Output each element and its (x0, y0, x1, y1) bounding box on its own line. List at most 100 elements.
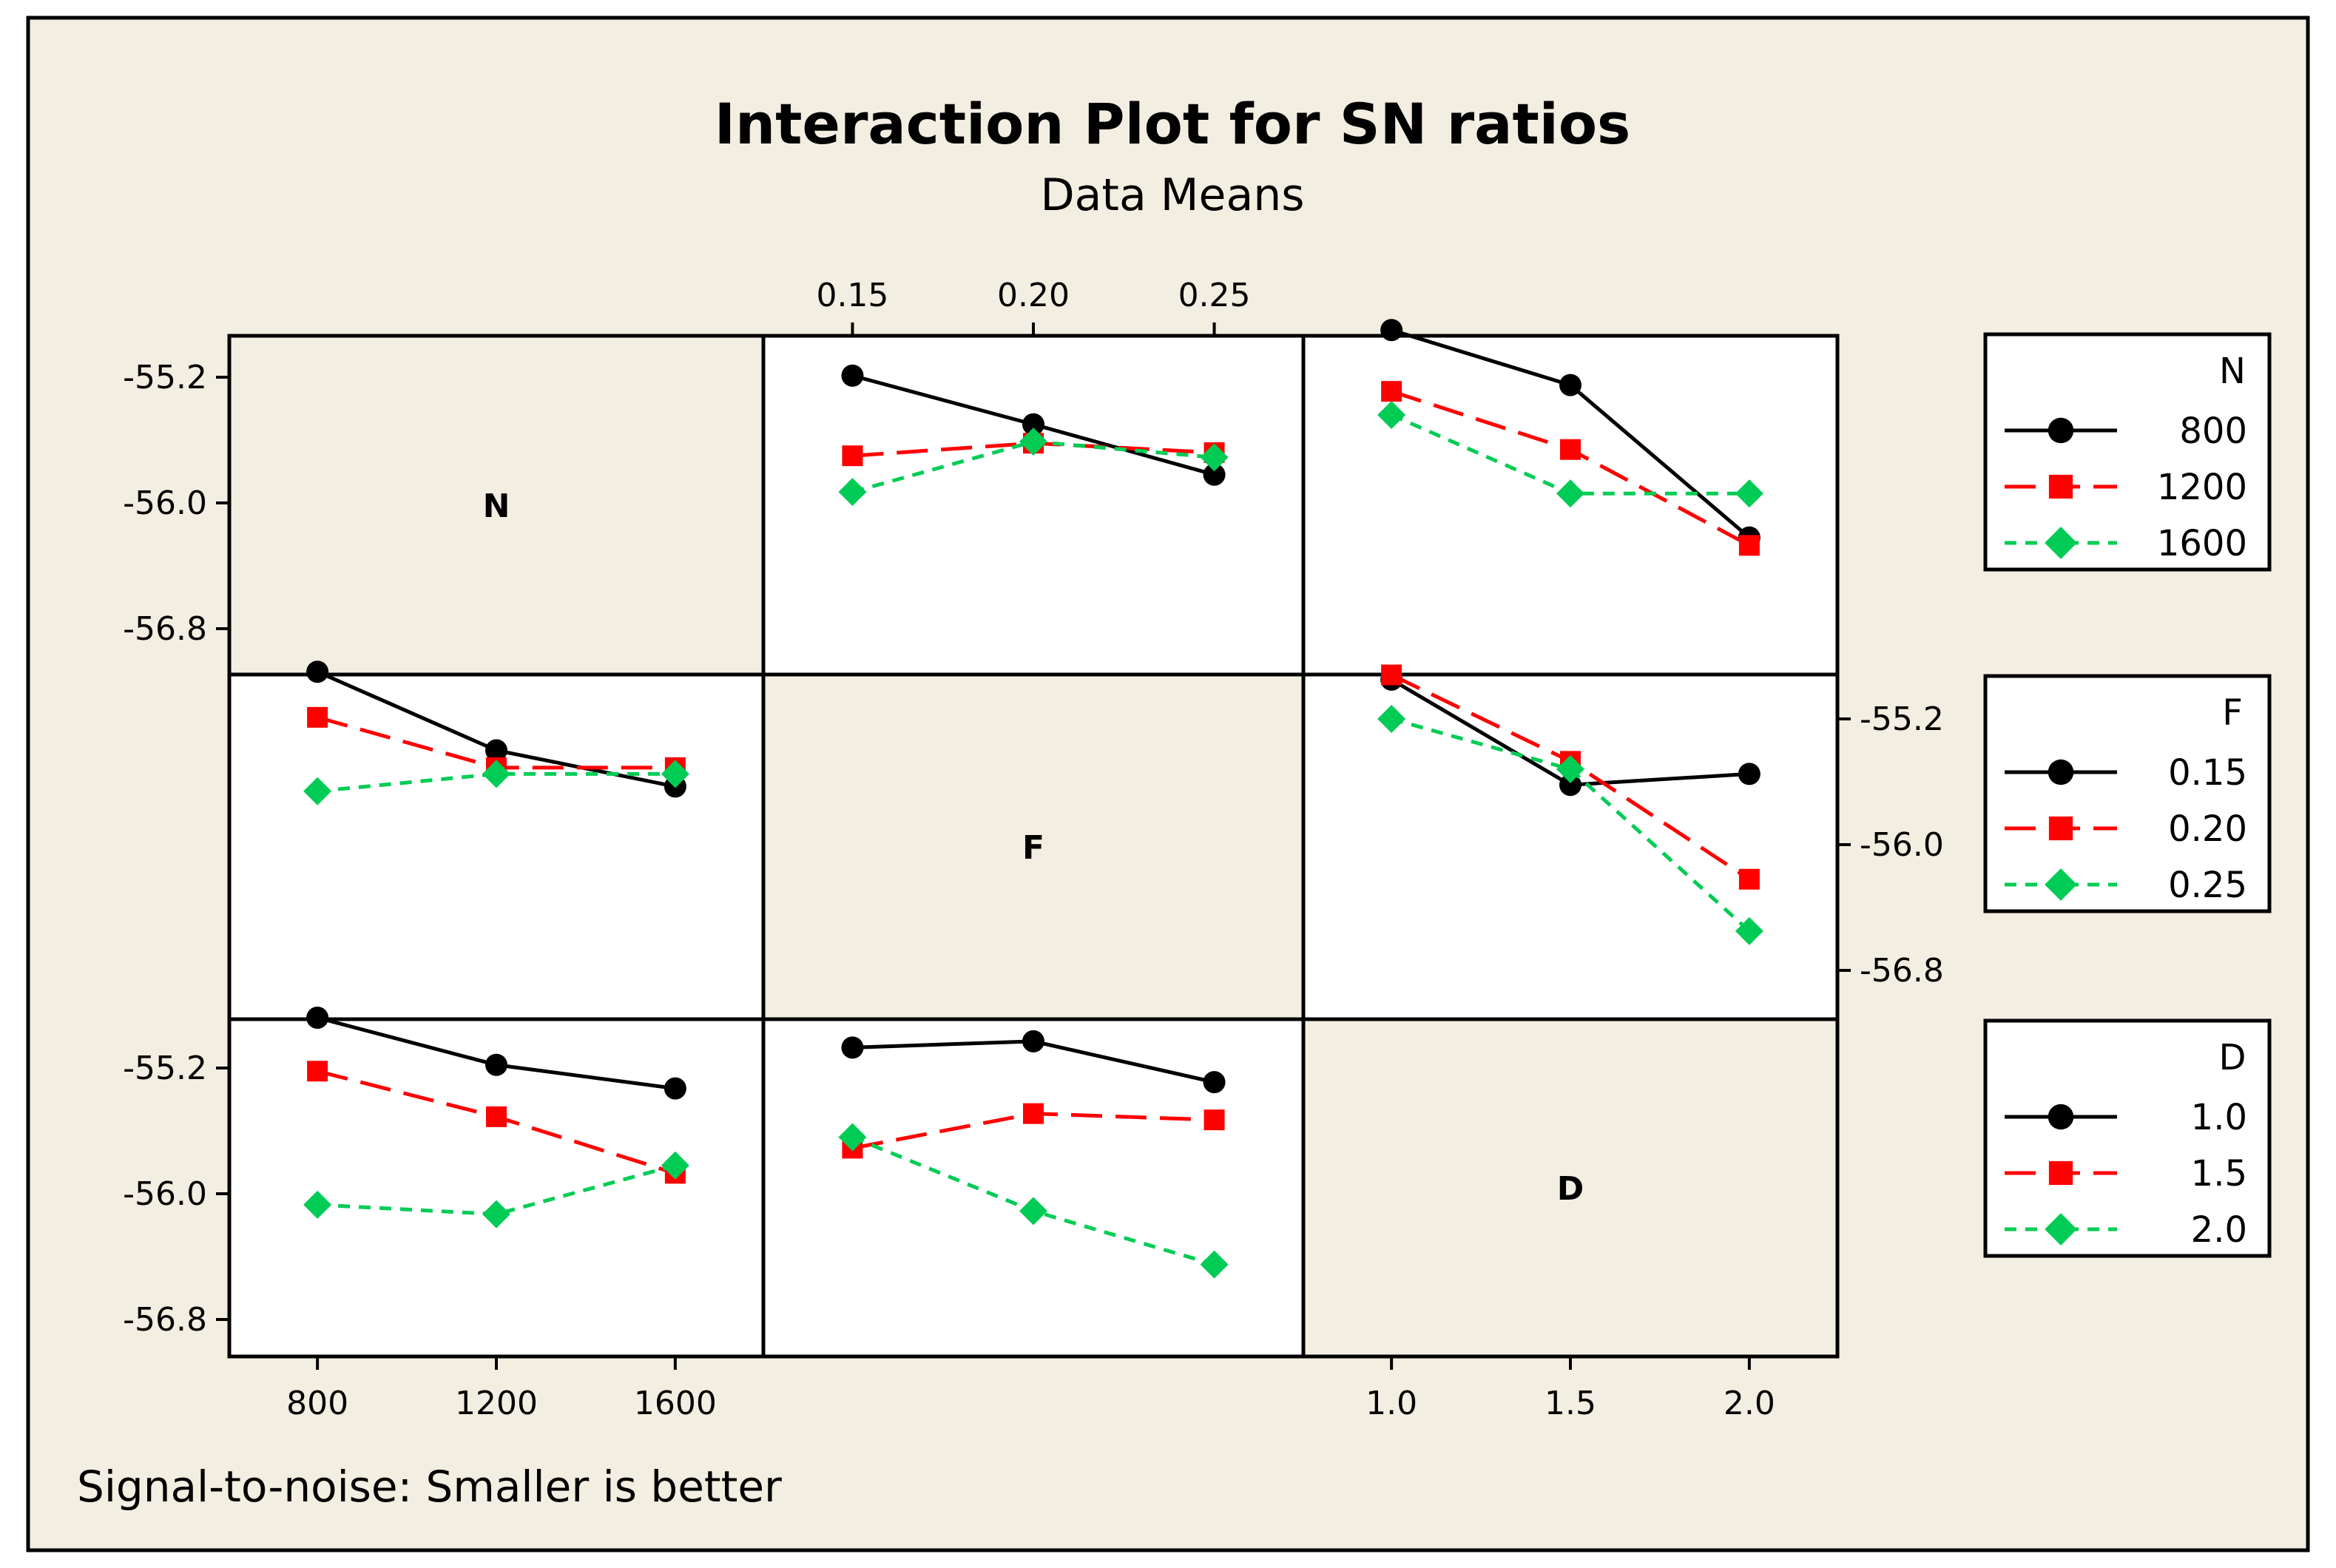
marker-diamond (2045, 1213, 2077, 1246)
y-tick-label: -55.2 (123, 1050, 207, 1087)
x-tick-label: 1.0 (1366, 1385, 1417, 1422)
legend-title: F (2222, 692, 2243, 734)
diagonal-label: F (1022, 829, 1044, 867)
legend-title: D (2219, 1037, 2246, 1078)
x-tick-label: 1.5 (1545, 1385, 1596, 1422)
plot-panel (1301, 672, 1840, 1021)
marker-circle (1738, 763, 1761, 785)
x-tick-label: 0.20 (997, 277, 1070, 314)
marker-circle (1380, 319, 1403, 342)
legend-entry-label: 2.0 (2191, 1209, 2247, 1251)
marker-diamond (661, 760, 689, 788)
marker-diamond (1735, 916, 1763, 945)
marker-diamond (1377, 705, 1406, 733)
x-tick-label: 0.25 (1178, 277, 1251, 314)
diagonal-panel (761, 672, 1306, 1021)
marker-diamond (303, 777, 332, 805)
plot-panel (761, 334, 1306, 677)
diagonal-panel (1301, 1017, 1840, 1359)
marker-diamond (1200, 443, 1229, 472)
marker-square (486, 1106, 507, 1127)
marker-square (1204, 1109, 1225, 1131)
panel-F-N (303, 660, 689, 805)
marker-square (1738, 535, 1760, 556)
panel-F-D (1377, 664, 1763, 945)
legend-entry-label: 800 (2179, 410, 2247, 452)
panel-N-F (838, 364, 1229, 507)
marker-diamond (1556, 755, 1584, 783)
marker-circle (1022, 1030, 1044, 1052)
marker-circle (306, 1007, 329, 1029)
marker-circle (841, 1036, 864, 1059)
marker-square (1023, 1103, 1044, 1124)
y-tick-label: -56.0 (123, 1175, 207, 1213)
plot-panel (227, 672, 766, 1021)
marker-diamond (482, 760, 510, 788)
plot-panel (761, 1017, 1306, 1359)
diagonal-label: N (483, 487, 510, 525)
marker-diamond (1556, 479, 1584, 508)
marker-circle (485, 739, 507, 762)
legend-D: D 1.0 1.5 2.0 (1983, 1018, 2272, 1258)
legend-box (1983, 1018, 2272, 1258)
marker-circle (1559, 774, 1581, 797)
marker-diamond (1200, 1250, 1229, 1279)
marker-square (1560, 439, 1581, 460)
series (303, 319, 1763, 1279)
marker-circle (2048, 759, 2074, 785)
marker-diamond (838, 478, 867, 507)
marker-circle (1559, 374, 1581, 396)
marker-diamond (1735, 479, 1763, 508)
x-tick-label: 0.15 (816, 277, 888, 314)
panel-N-D (1377, 319, 1763, 556)
chart-title: Interaction Plot for SN ratios (715, 91, 1631, 157)
panel-D-N (303, 1007, 689, 1229)
y-tick-label: -56.0 (123, 484, 207, 522)
marker-diamond (303, 1190, 332, 1219)
marker-square (2048, 474, 2073, 499)
legend-entry-label: 0.20 (2168, 808, 2247, 850)
diagonal-label: D (1557, 1170, 1584, 1208)
legend-entry-label: 1200 (2157, 467, 2247, 508)
legend-title: N (2219, 351, 2246, 392)
marker-diamond (661, 1151, 689, 1180)
marker-circle (306, 660, 329, 683)
legends: N 800 1200 1600 F 0.15 0.20 0.25 D 1.0 1.5 2.0 (1983, 332, 2272, 1258)
legend-entry-label: 1.5 (2191, 1153, 2247, 1194)
marker-diamond (482, 1200, 510, 1229)
legend-entry-label: 1.0 (2191, 1097, 2247, 1138)
x-tick-label: 1600 (634, 1385, 717, 1422)
series-line (317, 771, 675, 794)
marker-square (1381, 381, 1402, 402)
marker-diamond (2045, 527, 2077, 559)
marker-circle (1203, 463, 1226, 486)
legend-N: N 800 1200 1600 (1983, 332, 2272, 572)
marker-square (2048, 1160, 2073, 1186)
marker-diamond (1019, 428, 1047, 456)
legend-F: F 0.15 0.20 0.25 (1983, 674, 2272, 913)
legend-entry-label: 0.25 (2168, 865, 2247, 906)
x-tick-label: 800 (286, 1385, 348, 1422)
panel-grid: N F D (227, 334, 1840, 1359)
y-tick-label: -56.0 (1860, 826, 1944, 864)
marker-square (1738, 868, 1760, 890)
marker-square (842, 445, 863, 467)
marker-circle (1203, 1071, 1226, 1094)
x-tick-label: 1200 (455, 1385, 538, 1422)
marker-square (307, 1061, 328, 1082)
marker-circle (664, 1077, 686, 1100)
x-tick-label: 2.0 (1724, 1385, 1775, 1422)
marker-diamond (1019, 1197, 1047, 1226)
marker-circle (2048, 417, 2074, 444)
legend-entry-label: 1600 (2157, 523, 2247, 564)
chart-footer: Signal-to-noise: Smaller is better (77, 1461, 782, 1512)
legend-entry-label: 0.15 (2168, 752, 2247, 794)
legend-box (1983, 332, 2272, 572)
marker-diamond (838, 1123, 867, 1152)
marker-circle (485, 1053, 507, 1076)
marker-circle (1022, 413, 1044, 436)
panel-D-F (838, 1030, 1229, 1279)
y-tick-label: -56.8 (123, 1301, 207, 1339)
